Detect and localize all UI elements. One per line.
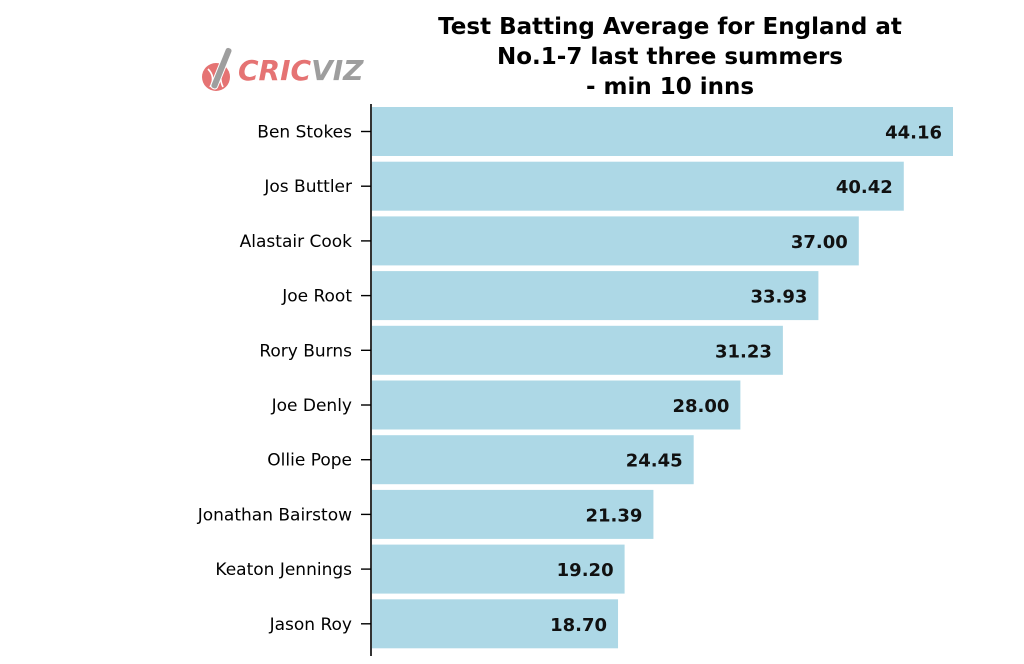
category-label: Joe Denly — [271, 396, 352, 416]
cricviz-logo: CRICVIZ — [196, 44, 363, 102]
value-label: 40.42 — [836, 177, 893, 198]
value-label: 21.39 — [585, 505, 642, 526]
bars-layer — [372, 107, 953, 649]
logo-text-viz: VIZ — [311, 54, 364, 87]
category-label: Jonathan Bairstow — [197, 505, 352, 525]
category-label: Ben Stokes — [257, 123, 352, 143]
cricket-bat-ball-icon — [202, 46, 233, 91]
bar-rory-burns — [372, 325, 783, 375]
bar-jos-buttler — [372, 161, 904, 211]
value-label: 28.00 — [672, 396, 729, 417]
labels-layer: Ben Stokes 44.16 Jos Buttler 40.42 Alastair … — [197, 123, 942, 636]
logo-wordmark: CRICVIZ — [238, 54, 363, 88]
category-label: Jason Roy — [269, 615, 352, 635]
category-label: Alastair Cook — [240, 232, 352, 252]
bar-ollie-pope — [372, 435, 694, 485]
chart-title: Test Batting Average for England at No.1… — [438, 14, 902, 100]
bar-alastair-cook — [372, 216, 859, 266]
category-label: Keaton Jennings — [215, 560, 352, 580]
bar-jonathan-bairstow — [372, 489, 654, 539]
bar-joe-denly — [372, 380, 741, 430]
category-label: Ollie Pope — [267, 451, 352, 471]
ticks-layer — [361, 130, 371, 625]
bar-jason-roy — [372, 599, 619, 649]
bar-joe-root — [372, 271, 819, 321]
category-label: Jos Buttler — [263, 177, 352, 197]
logo-text-cric: CRIC — [238, 54, 312, 87]
bar-keaton-jennings — [372, 544, 625, 594]
value-label: 44.16 — [885, 123, 942, 144]
value-label: 19.20 — [557, 560, 614, 581]
value-label: 24.45 — [626, 451, 683, 472]
value-label: 18.70 — [550, 615, 607, 636]
value-label: 31.23 — [715, 341, 772, 362]
category-label: Joe Root — [281, 287, 352, 307]
category-label: Rory Burns — [259, 341, 352, 361]
value-label: 37.00 — [791, 232, 848, 253]
value-label: 33.93 — [750, 287, 807, 308]
bar-ben-stokes — [372, 107, 953, 156]
